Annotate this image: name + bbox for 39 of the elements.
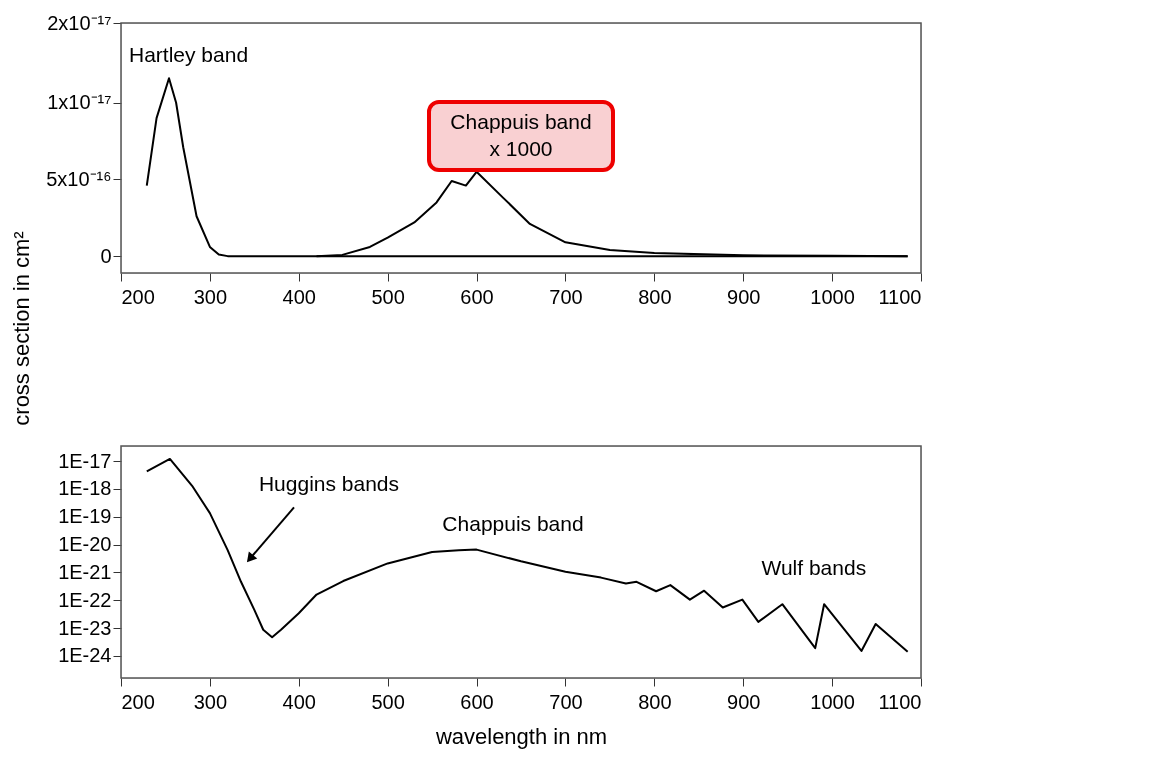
x-tick-label: 400 bbox=[282, 690, 316, 713]
x-tick-label: 800 bbox=[638, 285, 672, 308]
annotation: Chappuis band bbox=[442, 511, 584, 535]
y-tick-label: 1x10⁻¹⁷ bbox=[47, 91, 112, 114]
x-tick-label: 200 bbox=[121, 690, 155, 713]
y-tick-label: 1E-20 bbox=[58, 533, 112, 556]
x-tick-label: 600 bbox=[460, 285, 494, 308]
y-tick-label: 1E-22 bbox=[58, 588, 112, 611]
x-tick-label: 500 bbox=[371, 285, 405, 308]
y-tick-label: 1E-21 bbox=[58, 560, 112, 583]
x-tick-label: 900 bbox=[727, 285, 761, 308]
x-tick-label: 900 bbox=[727, 690, 761, 713]
y-tick-label: 5x10⁻¹⁶ bbox=[46, 167, 112, 190]
x-tick-label: 1000 bbox=[810, 690, 855, 713]
y-tick-label: 0 bbox=[100, 244, 112, 267]
annotation: Hartley band bbox=[129, 42, 249, 66]
annotation: Huggins bands bbox=[258, 472, 400, 496]
x-axis-title: wavelength in nm bbox=[434, 723, 608, 749]
x-tick-label: 500 bbox=[371, 690, 405, 713]
x-tick-label: 300 bbox=[193, 285, 228, 308]
annotation: Chappuis band x 1000 bbox=[450, 110, 592, 160]
y-tick-label: 1E-18 bbox=[58, 477, 112, 500]
y-tick-label: 1E-23 bbox=[58, 616, 112, 639]
y-tick-label: 1E-19 bbox=[58, 505, 112, 528]
x-tick-label: 700 bbox=[549, 690, 583, 713]
y-axis-title: cross section in cm² bbox=[9, 231, 35, 426]
y-tick-label: 2x10⁻¹⁷ bbox=[47, 11, 112, 34]
x-tick-label: 700 bbox=[549, 285, 583, 308]
x-tick-label: 1100 bbox=[878, 285, 922, 308]
x-tick-label: 600 bbox=[460, 690, 494, 713]
x-tick-label: 1100 bbox=[878, 690, 922, 713]
x-tick-label: 400 bbox=[282, 285, 316, 308]
annotation: Wulf bands bbox=[761, 555, 867, 579]
x-tick-label: 800 bbox=[638, 690, 672, 713]
y-tick-label: 1E-24 bbox=[58, 644, 112, 667]
x-tick-label: 200 bbox=[121, 285, 155, 308]
x-tick-label: 1000 bbox=[810, 285, 855, 308]
y-tick-label: 1E-17 bbox=[58, 449, 112, 472]
x-tick-label: 300 bbox=[193, 690, 228, 713]
